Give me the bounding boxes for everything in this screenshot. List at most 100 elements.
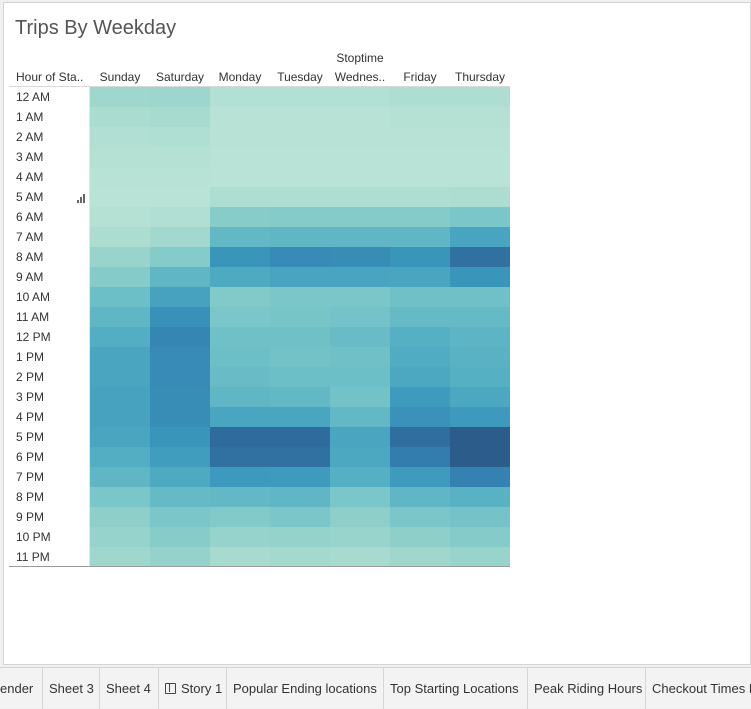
heatmap-cell[interactable] (90, 387, 150, 407)
heatmap-cell[interactable] (90, 147, 150, 167)
sheet-tab[interactable]: Peak Riding Hours (534, 674, 642, 704)
heatmap-cell[interactable] (270, 227, 330, 247)
heatmap-cell[interactable] (390, 387, 450, 407)
heatmap-cell[interactable] (270, 127, 330, 147)
heatmap-cell[interactable] (90, 347, 150, 367)
row-label[interactable]: 3 AM (16, 150, 44, 164)
heatmap-cell[interactable] (270, 247, 330, 267)
sheet-tab[interactable]: Sheet 3 (49, 674, 94, 704)
heatmap-cell[interactable] (90, 487, 150, 507)
heatmap-cell[interactable] (90, 327, 150, 347)
heatmap-cell[interactable] (90, 307, 150, 327)
heatmap-cell[interactable] (150, 507, 210, 527)
heatmap-cell[interactable] (390, 87, 450, 107)
heatmap-cell[interactable] (210, 227, 270, 247)
row-label[interactable]: 7 AM (16, 230, 44, 244)
heatmap-cell[interactable] (210, 487, 270, 507)
row-label[interactable]: 10 AM (16, 290, 51, 304)
heatmap-cell[interactable] (390, 187, 450, 207)
heatmap-cell[interactable] (270, 427, 330, 447)
heatmap-cell[interactable] (330, 507, 390, 527)
heatmap-cell[interactable] (150, 467, 210, 487)
heatmap-cell[interactable] (270, 387, 330, 407)
heatmap-cell[interactable] (330, 347, 390, 367)
heatmap-cell[interactable] (450, 247, 510, 267)
heatmap-cell[interactable] (210, 407, 270, 427)
heatmap-cell[interactable] (150, 367, 210, 387)
heatmap-cell[interactable] (90, 167, 150, 187)
column-header[interactable]: Sunday (99, 70, 141, 84)
heatmap-cell[interactable] (210, 127, 270, 147)
heatmap-cell[interactable] (390, 287, 450, 307)
heatmap-cell[interactable] (270, 327, 330, 347)
heatmap-cell[interactable] (450, 307, 510, 327)
heatmap-cell[interactable] (210, 367, 270, 387)
heatmap-cell[interactable] (270, 547, 330, 567)
heatmap-cell[interactable] (450, 427, 510, 447)
row-label[interactable]: 9 PM (16, 510, 45, 524)
heatmap-cell[interactable] (90, 467, 150, 487)
heatmap-cell[interactable] (330, 87, 390, 107)
column-header[interactable]: Tuesday (277, 70, 323, 84)
heatmap-cell[interactable] (210, 187, 270, 207)
heatmap-cell[interactable] (270, 527, 330, 547)
heatmap-cell[interactable] (450, 287, 510, 307)
heatmap-cell[interactable] (210, 547, 270, 567)
heatmap-cell[interactable] (270, 207, 330, 227)
heatmap-cell[interactable] (330, 547, 390, 567)
heatmap-cell[interactable] (330, 307, 390, 327)
column-header[interactable]: Monday (218, 70, 262, 84)
sort-icon[interactable] (77, 193, 87, 203)
row-label[interactable]: 1 AM (16, 110, 44, 124)
heatmap-cell[interactable] (90, 427, 150, 447)
heatmap-cell[interactable] (210, 527, 270, 547)
sheet-tab[interactable]: ender (0, 674, 33, 704)
heatmap-cell[interactable] (150, 287, 210, 307)
row-label[interactable]: 4 PM (16, 410, 45, 424)
heatmap-cell[interactable] (90, 127, 150, 147)
heatmap-cell[interactable] (330, 247, 390, 267)
heatmap-cell[interactable] (330, 127, 390, 147)
heatmap-cell[interactable] (270, 447, 330, 467)
heatmap-cell[interactable] (150, 487, 210, 507)
heatmap-cell[interactable] (150, 227, 210, 247)
heatmap-cell[interactable] (330, 407, 390, 427)
heatmap-cell[interactable] (390, 527, 450, 547)
heatmap-cell[interactable] (210, 447, 270, 467)
heatmap-cell[interactable] (270, 487, 330, 507)
heatmap-cell[interactable] (450, 167, 510, 187)
heatmap-cell[interactable] (210, 147, 270, 167)
heatmap-cell[interactable] (270, 107, 330, 127)
heatmap-cell[interactable] (210, 387, 270, 407)
heatmap-cell[interactable] (330, 447, 390, 467)
heatmap-cell[interactable] (330, 467, 390, 487)
row-label[interactable]: 1 PM (16, 350, 45, 364)
heatmap-cell[interactable] (90, 547, 150, 567)
row-header-label[interactable]: Hour of Sta.. (16, 70, 84, 84)
heatmap-cell[interactable] (330, 187, 390, 207)
heatmap-cell[interactable] (90, 247, 150, 267)
heatmap-cell[interactable] (150, 387, 210, 407)
heatmap-cell[interactable] (450, 327, 510, 347)
heatmap-cell[interactable] (390, 147, 450, 167)
heatmap-cell[interactable] (450, 207, 510, 227)
row-label[interactable]: 8 AM (16, 250, 44, 264)
heatmap-cell[interactable] (390, 347, 450, 367)
heatmap-cell[interactable] (330, 287, 390, 307)
heatmap-cell[interactable] (330, 207, 390, 227)
column-header[interactable]: Friday (403, 70, 437, 84)
heatmap-cell[interactable] (90, 367, 150, 387)
heatmap-cell[interactable] (270, 167, 330, 187)
row-label[interactable]: 5 PM (16, 430, 45, 444)
heatmap-cell[interactable] (450, 147, 510, 167)
heatmap-cell[interactable] (390, 467, 450, 487)
heatmap-cell[interactable] (390, 247, 450, 267)
heatmap-cell[interactable] (390, 167, 450, 187)
heatmap-cell[interactable] (90, 447, 150, 467)
row-label[interactable]: 12 PM (16, 330, 51, 344)
heatmap-cell[interactable] (90, 267, 150, 287)
row-label[interactable]: 2 PM (16, 370, 45, 384)
heatmap-cell[interactable] (450, 87, 510, 107)
heatmap-cell[interactable] (90, 207, 150, 227)
heatmap-cell[interactable] (90, 407, 150, 427)
